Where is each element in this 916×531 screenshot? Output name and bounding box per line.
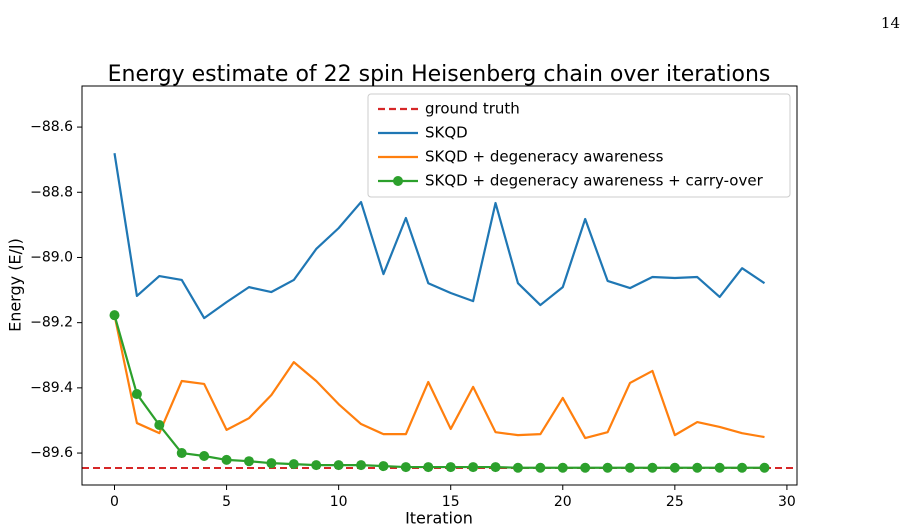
- plot-frame: [81, 85, 798, 486]
- series-marker: [199, 450, 210, 461]
- series-marker: [692, 462, 703, 473]
- series-marker: [714, 462, 725, 473]
- series-line: [113, 314, 765, 469]
- series-marker: [580, 462, 591, 473]
- series-marker: [356, 460, 367, 471]
- series-marker: [333, 460, 344, 471]
- series-marker: [221, 454, 232, 465]
- series-marker: [243, 456, 254, 467]
- series-marker: [535, 462, 546, 473]
- series-marker: [288, 459, 299, 470]
- x-tick-label: 10: [330, 494, 348, 510]
- series-marker: [176, 448, 187, 459]
- series-marker: [647, 462, 658, 473]
- x-tick-label: 15: [442, 494, 460, 510]
- x-tick-label: 25: [666, 494, 684, 510]
- series-marker: [557, 462, 568, 473]
- series-marker: [311, 460, 322, 471]
- legend-marker: [393, 176, 403, 186]
- series-marker: [759, 462, 770, 473]
- series-line: [113, 152, 766, 320]
- series-marker: [400, 462, 411, 473]
- legend: ground truth SKQD SKQD + degeneracy awaren…: [367, 93, 791, 198]
- y-tick-label: −89.4: [30, 380, 73, 396]
- series-marker: [423, 462, 434, 473]
- y-tick-label: −88.6: [30, 119, 73, 135]
- series-marker: [109, 310, 120, 321]
- legend-label: SKQD: [425, 124, 468, 142]
- series-marker: [266, 458, 277, 469]
- chart-title: Energy estimate of 22 spin Heisenberg ch…: [108, 62, 771, 87]
- y-tick-label: −89.0: [30, 249, 73, 265]
- x-tick-label: 20: [554, 494, 572, 510]
- series-marker: [131, 389, 142, 400]
- series-marker: [602, 462, 613, 473]
- page-number: 14: [881, 14, 900, 32]
- legend-box: [367, 93, 791, 198]
- series-marker: [625, 462, 636, 473]
- series-marker: [445, 462, 456, 473]
- legend-label: ground truth: [425, 100, 520, 118]
- series-marker: [378, 461, 389, 472]
- series-marker: [512, 462, 523, 473]
- x-tick-label: 5: [222, 494, 231, 510]
- x-tick-label: 0: [110, 494, 119, 510]
- series-marker: [154, 420, 165, 431]
- x-tick-label: 30: [778, 494, 796, 510]
- series-marker: [468, 462, 479, 473]
- y-axis-label: Energy (E/J): [6, 238, 25, 332]
- series-marker: [490, 462, 501, 473]
- series-marker: [737, 462, 748, 473]
- legend-label: SKQD + degeneracy awareness + carry-over: [425, 172, 764, 190]
- legend-label: SKQD + degeneracy awareness: [425, 148, 664, 166]
- y-tick-label: −89.6: [30, 445, 73, 461]
- x-axis-label: Iteration: [405, 509, 473, 528]
- series-marker: [669, 462, 680, 473]
- y-tick-label: −88.8: [30, 184, 73, 200]
- y-tick-label: −89.2: [30, 315, 73, 331]
- series-line: [113, 314, 765, 440]
